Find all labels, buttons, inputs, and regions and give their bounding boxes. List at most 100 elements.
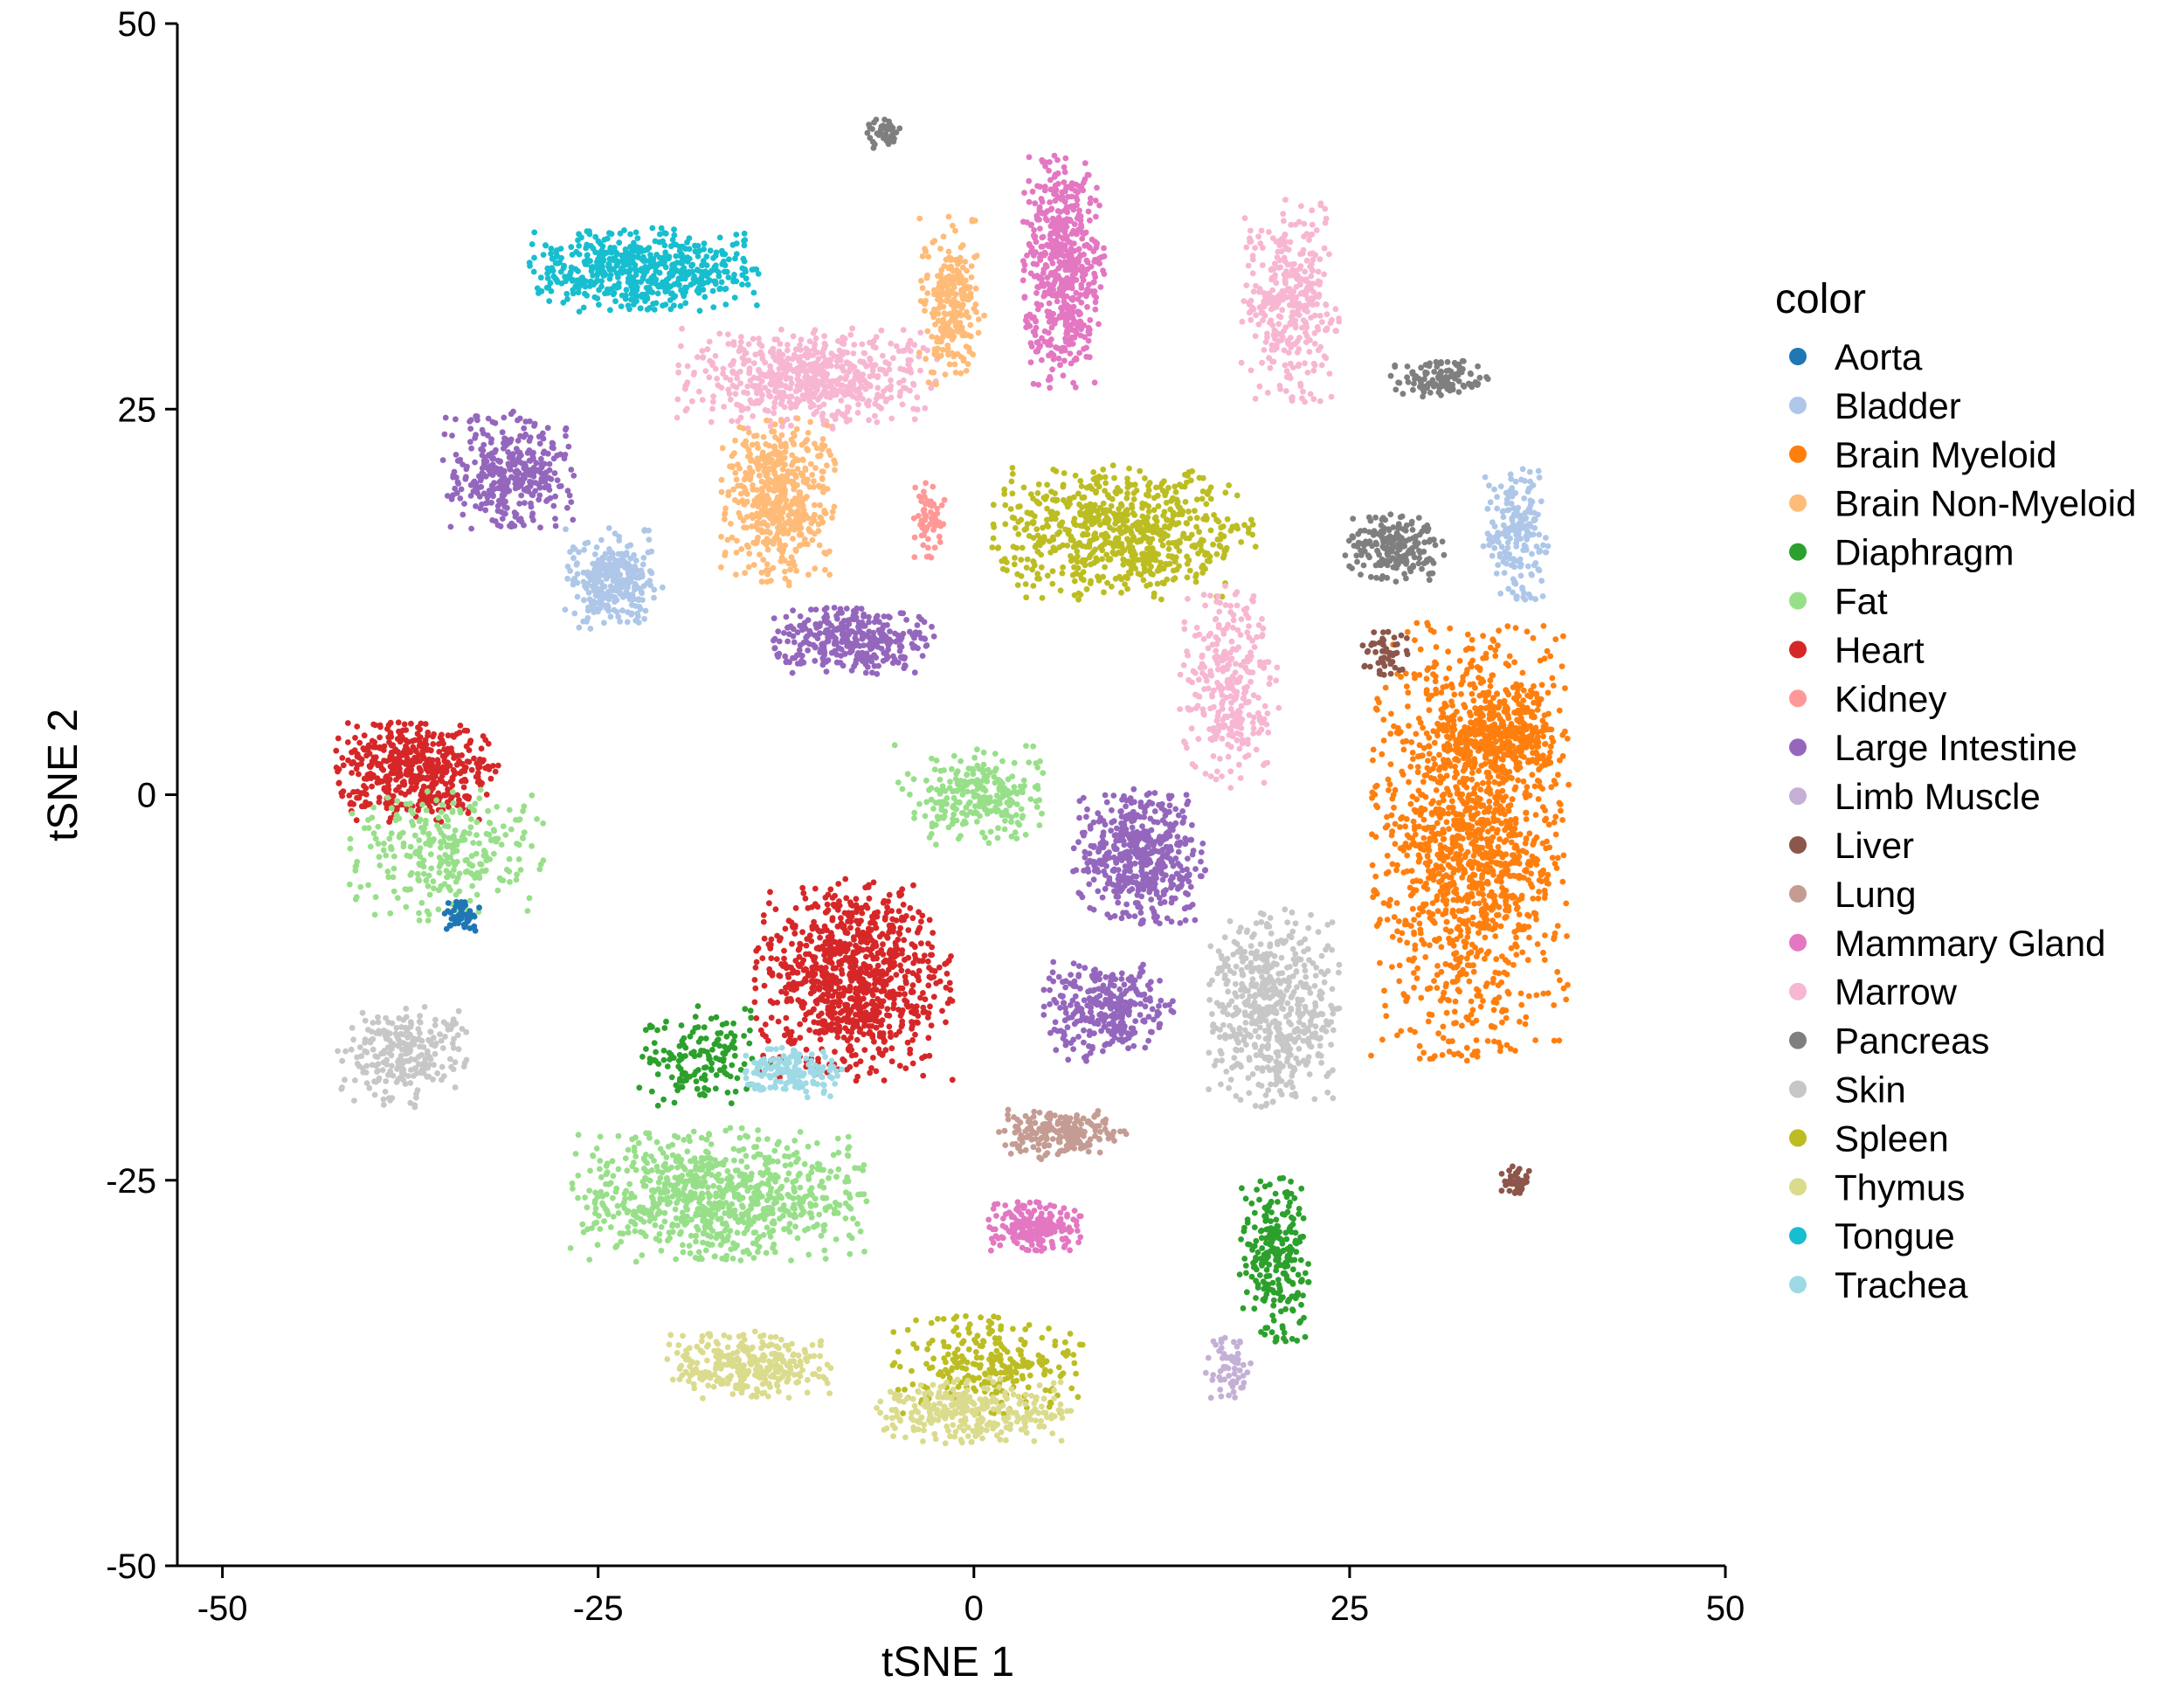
point-brain-myeloid — [1475, 810, 1481, 817]
point-fat — [686, 1133, 692, 1140]
point-brain-myeloid — [1431, 833, 1438, 840]
point-heart — [910, 882, 916, 889]
point-fat — [951, 787, 958, 794]
point-heart — [879, 931, 886, 938]
point-heart — [461, 793, 468, 800]
point-fat — [1013, 801, 1020, 807]
point-heart — [345, 757, 351, 764]
point-brain-myeloid — [1452, 764, 1458, 770]
point-fat — [711, 1253, 718, 1260]
point-fat — [999, 812, 1006, 819]
point-brain-myeloid — [1385, 776, 1392, 783]
point-fat — [780, 1202, 787, 1208]
point-fat — [494, 887, 501, 894]
point-fat — [797, 1170, 803, 1177]
point-brain-myeloid — [1377, 959, 1383, 966]
point-spleen — [1102, 564, 1108, 571]
point-brain-myeloid — [1517, 1018, 1523, 1025]
point-diaphragm — [1289, 1266, 1296, 1273]
point-fat — [786, 1229, 793, 1236]
point-brain-myeloid — [1493, 956, 1500, 963]
point-brain-myeloid — [1441, 835, 1448, 842]
point-brain-myeloid — [1552, 930, 1559, 937]
point-brain-myeloid — [1532, 859, 1538, 866]
point-brain-myeloid — [1524, 911, 1531, 918]
point-brain-myeloid — [1559, 878, 1566, 885]
point-fat — [729, 1256, 736, 1262]
point-heart — [889, 916, 895, 923]
point-heart — [408, 720, 414, 727]
point-brain-myeloid — [1394, 1032, 1400, 1039]
point-fat — [646, 1212, 653, 1219]
point-heart — [853, 896, 860, 903]
point-brain-myeloid — [1416, 823, 1422, 830]
point-heart — [843, 895, 850, 902]
point-brain-myeloid — [1536, 889, 1542, 895]
point-brain-myeloid — [1514, 690, 1521, 697]
point-brain-myeloid — [1558, 807, 1564, 814]
point-fat — [995, 825, 1001, 832]
point-fat — [529, 842, 535, 849]
point-brain-myeloid — [1426, 707, 1433, 714]
point-heart — [943, 1019, 949, 1026]
point-fat — [485, 807, 491, 814]
point-fat — [423, 877, 430, 884]
point-brain-myeloid — [1415, 753, 1421, 760]
point-brain-myeloid — [1431, 739, 1438, 746]
point-brain-myeloid — [1468, 998, 1475, 1005]
point-brain-myeloid — [1467, 962, 1474, 969]
point-fat — [513, 876, 520, 883]
point-fat — [610, 1173, 617, 1180]
point-fat — [904, 771, 911, 778]
point-diaphragm — [711, 1041, 718, 1048]
point-fat — [816, 1161, 823, 1168]
point-brain-myeloid — [1453, 851, 1460, 858]
point-heart — [766, 900, 772, 907]
point-brain-myeloid — [1450, 855, 1456, 862]
point-brain-myeloid — [1459, 875, 1465, 881]
point-diaphragm — [1272, 1339, 1279, 1345]
point-spleen — [1137, 467, 1144, 474]
point-fat — [600, 1202, 606, 1208]
point-fat — [1008, 833, 1015, 840]
point-heart — [799, 884, 806, 891]
point-fat — [845, 1178, 852, 1185]
point-heart — [437, 734, 444, 741]
point-fat — [755, 1136, 762, 1143]
point-heart — [819, 1010, 825, 1017]
point-brain-myeloid — [1440, 722, 1447, 729]
point-fat — [852, 1165, 858, 1172]
point-fat — [953, 806, 960, 813]
point-fat — [805, 1176, 812, 1182]
point-heart — [829, 915, 836, 922]
point-heart — [897, 924, 904, 931]
point-brain-myeloid — [1543, 815, 1550, 822]
point-fat — [394, 798, 401, 805]
point-fat — [494, 835, 501, 842]
point-brain-myeloid — [1414, 769, 1421, 776]
point-brain-myeloid — [1418, 994, 1425, 1001]
point-heart — [850, 959, 857, 966]
point-heart — [842, 1025, 848, 1031]
point-brain-myeloid — [1414, 764, 1421, 770]
point-heart — [925, 1010, 932, 1017]
point-fat — [468, 862, 475, 869]
point-diaphragm — [667, 1056, 673, 1063]
point-fat — [444, 874, 451, 881]
point-diaphragm — [1261, 1183, 1268, 1190]
point-fat — [861, 1249, 867, 1255]
point-brain-myeloid — [1411, 917, 1417, 923]
point-heart — [845, 918, 851, 924]
point-fat — [622, 1155, 629, 1161]
point-fat — [403, 903, 410, 910]
point-heart — [853, 1077, 860, 1084]
point-fat — [846, 1232, 853, 1239]
point-heart — [768, 955, 775, 962]
point-heart — [802, 895, 809, 902]
point-brain-myeloid — [1523, 734, 1530, 741]
point-diaphragm — [721, 1064, 728, 1070]
point-heart — [393, 762, 400, 769]
point-fat — [436, 869, 443, 876]
point-spleen — [1101, 589, 1107, 596]
point-fat — [425, 883, 432, 890]
